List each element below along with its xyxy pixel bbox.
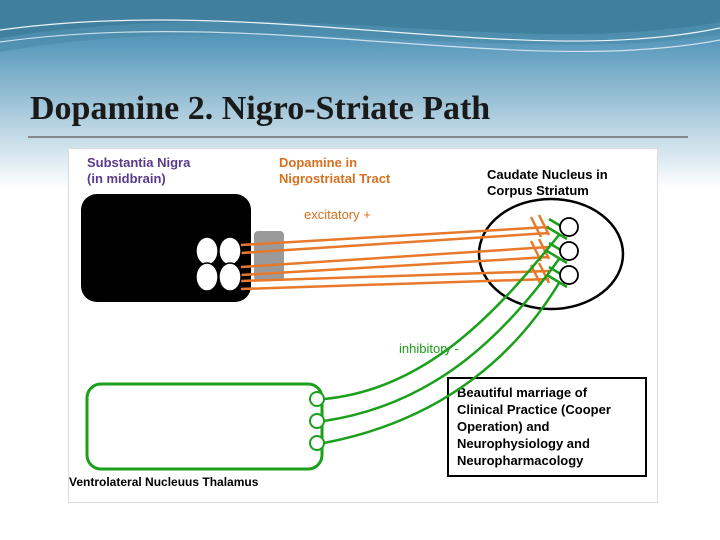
- header-wave: [0, 0, 720, 80]
- orange-synapse: [539, 215, 549, 235]
- thalamus-box: [87, 384, 322, 469]
- diagram-svg: [69, 149, 659, 504]
- caudate-cell: [560, 266, 578, 284]
- title-underline: [28, 136, 688, 138]
- caudate-cell: [560, 218, 578, 236]
- thalamus-terminal: [310, 436, 324, 450]
- nigra-cell: [196, 237, 218, 265]
- caudate-cell: [560, 242, 578, 260]
- nigra-cell: [196, 263, 218, 291]
- thalamus-terminal: [310, 392, 324, 406]
- slide-title: Dopamine 2. Nigro-Striate Path: [30, 90, 490, 128]
- nigra-cell: [219, 237, 241, 265]
- green-tract: [324, 283, 559, 443]
- thalamus-terminal: [310, 414, 324, 428]
- diagram-panel: Substantia Nigra(in midbrain) Dopamine i…: [68, 148, 658, 503]
- nigra-cell: [219, 263, 241, 291]
